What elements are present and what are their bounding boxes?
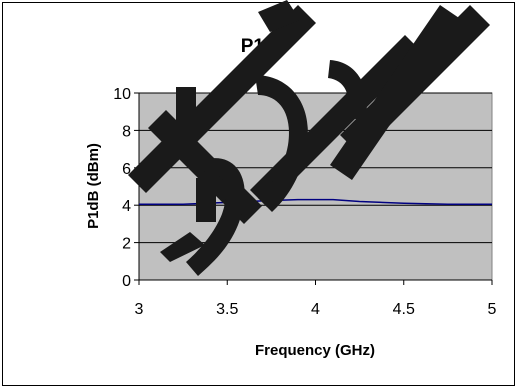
y-tick-label: 0	[122, 273, 131, 290]
chart-title: P1dB	[241, 36, 290, 57]
x-axis: 3 3.5 4 4.5 5	[135, 279, 497, 318]
plot-area	[138, 92, 493, 281]
x-tick-label: 5	[488, 301, 497, 318]
y-axis: 0 2 4 6 8 10	[113, 86, 140, 290]
y-tick-label: 4	[122, 198, 131, 215]
y-tick-label: 6	[122, 161, 131, 178]
x-tick-label: 4	[311, 301, 320, 318]
x-tick-label: 4.5	[393, 301, 415, 318]
x-tick-label: 3	[135, 301, 144, 318]
x-tick-label: 3.5	[216, 301, 238, 318]
y-axis-label: P1dB (dBm)	[85, 143, 102, 229]
y-tick-label: 8	[122, 123, 131, 140]
y-tick-label: 10	[113, 86, 131, 103]
y-tick-label: 2	[122, 236, 131, 253]
x-axis-label: Frequency (GHz)	[255, 342, 375, 359]
